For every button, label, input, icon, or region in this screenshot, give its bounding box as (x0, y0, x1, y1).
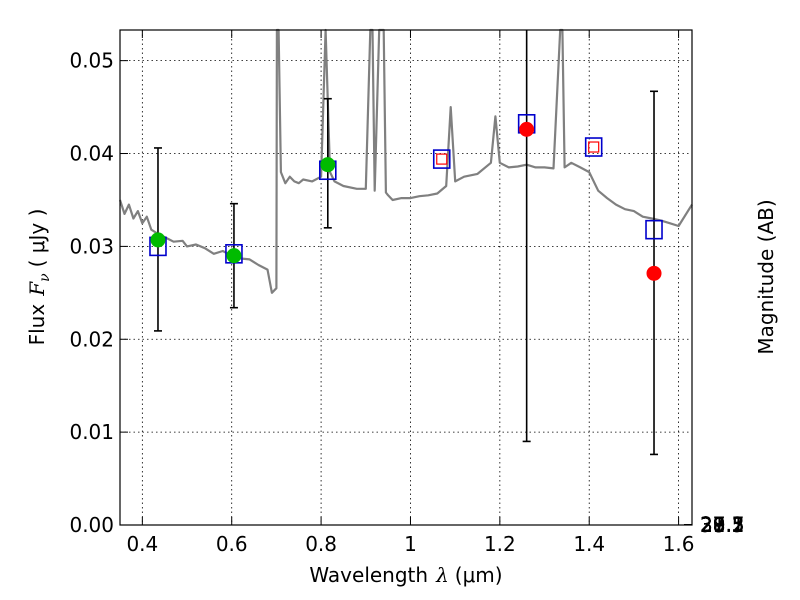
y-tick-label: 0.03 (69, 234, 114, 258)
x-tick-label: 1.2 (484, 532, 516, 556)
mag-tick-label: 30 (700, 513, 725, 537)
upper-limit-marker (436, 153, 448, 165)
grid-lines (120, 30, 692, 526)
model-square-marker (432, 149, 451, 169)
x-axis-title: Wavelength λ (μm) (309, 563, 502, 587)
detection-point (226, 248, 242, 264)
mag-tick-label: 28.2 (700, 513, 745, 537)
mag-tick-label: 28 (700, 513, 725, 537)
mag-tick-label: 28.5 (700, 513, 745, 537)
x-tick-label: 0.8 (305, 532, 337, 556)
mag-tick-label: 27.1 (700, 513, 745, 537)
model-square-marker (584, 137, 603, 157)
y-tick-label: 0.04 (69, 142, 114, 166)
detection-point (150, 232, 166, 248)
mag-tick-label: 27.7 (700, 513, 745, 537)
plot-frame (119, 29, 693, 526)
plot-series (118, 28, 693, 456)
model-square-marker (645, 219, 663, 240)
y-tick-label: 0.05 (69, 49, 114, 73)
mag-tick-label: 31 (700, 513, 725, 537)
x-tick-label: 1.4 (573, 532, 605, 556)
mag-tick-label: 27.5 (700, 513, 745, 537)
x-tick-label: 1.6 (663, 532, 695, 556)
mag-tick-label: 27.3 (700, 513, 745, 537)
mag-tick-label: 29.5 (700, 513, 745, 537)
detection-point (320, 157, 336, 173)
y-tick-label: 0.00 (69, 513, 114, 537)
mag-tick-label: 29 (700, 513, 725, 537)
x-tick-label: 0.4 (126, 532, 158, 556)
nondetection-point (519, 121, 535, 137)
x-tick-label: 0.6 (216, 532, 248, 556)
y-tick-label: 0.01 (69, 420, 114, 444)
y2-axis-title: Magnitude (AB) (754, 199, 778, 354)
x-tick-label: 1 (404, 532, 417, 556)
y-tick-label: 0.02 (69, 327, 114, 351)
upper-limit-marker (588, 141, 600, 153)
nondetection-point (646, 265, 662, 281)
y-axis-title: FluxFν( μJy ) (25, 209, 53, 346)
model-spectrum-line (118, 28, 693, 294)
axis-ticks: 0.4 0.6 0.8 1 1.2 1.4 1.6 0.00 0.01 0.02 0.03 0.04 0… (69, 30, 745, 556)
